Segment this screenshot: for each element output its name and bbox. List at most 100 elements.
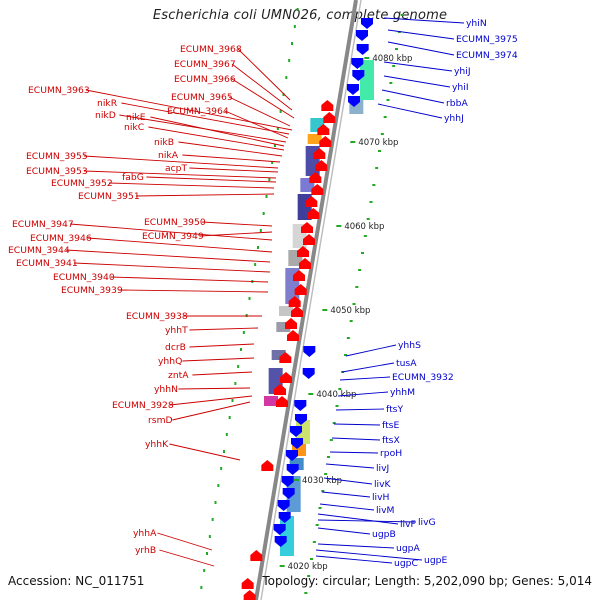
- leader-line-left: [182, 154, 281, 163]
- leader-line-right: [339, 376, 391, 381]
- leader-line-left: [118, 289, 269, 293]
- leader-line-right: [325, 463, 375, 469]
- leader-line-left: [178, 387, 251, 390]
- feature-box: [360, 60, 374, 100]
- gene-label-left: nikE: [126, 112, 146, 123]
- leader-line-left: [192, 371, 253, 376]
- gene-label-left: yhhA: [133, 528, 157, 539]
- gc-dot-right: [366, 218, 370, 220]
- gc-dot-left: [257, 246, 259, 249]
- gc-dot-left: [271, 161, 274, 164]
- forward-gene-arrow: [243, 590, 256, 600]
- scale-tick: [336, 225, 342, 227]
- gene-label-right: ftsE: [382, 420, 399, 431]
- leader-line-left: [65, 249, 271, 263]
- gene-label-right: yhhM: [390, 387, 415, 398]
- gene-label-left: nikA: [158, 150, 179, 161]
- leader-line-right: [335, 408, 385, 411]
- leader-line-left: [224, 110, 289, 139]
- gene-label-left: ECUMN_3968: [180, 44, 242, 55]
- accession-text: Accession: NC_011751: [8, 574, 145, 588]
- gene-label-left: yhhK: [145, 439, 169, 450]
- leader-line-right: [315, 555, 393, 564]
- gc-dot-right: [386, 99, 390, 101]
- leader-line-left: [228, 96, 291, 127]
- gc-dot-right: [397, 31, 401, 33]
- forward-gene-arrow: [299, 258, 311, 269]
- leader-line-left: [121, 102, 290, 135]
- gene-label-left: ECUMN_3950: [144, 217, 206, 228]
- gene-label-right: ugpB: [372, 529, 396, 540]
- gc-dot-right: [338, 388, 342, 390]
- leader-line-right: [381, 89, 445, 104]
- scale-tick: [322, 309, 328, 311]
- gc-dot-left: [245, 314, 248, 317]
- gene-label-left: yhhN: [154, 384, 178, 395]
- forward-gene-arrow: [307, 208, 320, 219]
- gene-label-right: livM: [376, 505, 395, 516]
- forward-gene-arrow: [305, 196, 318, 207]
- gene-label-right: tusA: [396, 358, 417, 369]
- gc-dot-right: [315, 524, 319, 526]
- reverse-gene-arrow: [351, 58, 364, 69]
- gc-dot-left: [228, 416, 231, 419]
- reverse-gene-arrow: [303, 346, 316, 357]
- gc-dot-left: [242, 331, 245, 334]
- feature-box: [264, 396, 278, 406]
- gc-dot-right: [307, 575, 311, 577]
- gc-dot-right: [355, 286, 359, 288]
- reverse-gene-arrow: [295, 414, 307, 425]
- reverse-gene-arrow: [282, 488, 295, 499]
- leader-line-left: [189, 343, 255, 348]
- leader-line-left: [83, 170, 277, 179]
- scale-label: 4040 kbp: [316, 390, 356, 400]
- leader-line-right: [383, 75, 451, 88]
- scale-label: 4080 kbp: [372, 54, 412, 64]
- gc-dot-left: [279, 110, 282, 113]
- gc-dot-left: [223, 450, 225, 453]
- leader-line-right: [387, 29, 455, 40]
- reverse-gene-arrow: [347, 84, 359, 95]
- gc-dot-left: [240, 348, 242, 351]
- gene-label-left: ECUMN_3944: [8, 245, 70, 256]
- reverse-gene-arrow: [286, 464, 299, 475]
- forward-gene-arrow: [280, 372, 292, 383]
- reverse-gene-arrow: [274, 536, 287, 547]
- leader-line-right: [383, 61, 453, 72]
- scale-tick: [294, 479, 299, 481]
- gene-label-left: ECUMN_3928: [112, 400, 174, 411]
- forward-gene-arrow: [317, 124, 330, 135]
- gc-dot-right: [327, 456, 330, 458]
- gc-dot-left: [234, 382, 237, 385]
- gc-dot-right: [312, 541, 316, 543]
- gene-label-left: ECUMN_3952: [51, 178, 113, 189]
- gene-label-left: nikB: [154, 137, 174, 148]
- gc-dot-right: [358, 269, 362, 271]
- gene-label-right: yhiN: [466, 18, 487, 29]
- reverse-gene-arrow: [273, 524, 286, 535]
- leader-line-right: [333, 423, 381, 426]
- leader-line-left: [135, 193, 275, 197]
- reverse-gene-arrow: [277, 500, 290, 511]
- scale-tick: [308, 393, 314, 395]
- forward-gene-arrow: [276, 396, 288, 407]
- gc-dot-left: [206, 552, 208, 555]
- leader-line-right: [345, 344, 397, 357]
- forward-gene-arrow: [287, 330, 299, 341]
- leader-line-right: [321, 491, 371, 498]
- gene-label-left: yhhT: [165, 325, 188, 336]
- topology-text: Topology: circular; Length: 5,202,090 bp…: [262, 574, 592, 588]
- gene-label-right: livF: [400, 519, 416, 530]
- gc-dot-right: [395, 48, 398, 50]
- gc-dot-right: [349, 320, 353, 322]
- gene-label-right: yhiI: [452, 82, 469, 93]
- reverse-gene-arrow: [348, 96, 360, 107]
- gc-dot-right: [344, 354, 347, 356]
- gene-label-right: rpoH: [380, 448, 402, 459]
- forward-gene-arrow: [241, 578, 254, 589]
- scale-ticks: 4080 kbp 4070 kbp 4060 kbp 4050 kbp 4040 kbp…: [279, 54, 412, 572]
- reverse-gene-arrow: [294, 400, 307, 411]
- scale-tick: [364, 57, 370, 59]
- gc-dot-right: [363, 235, 367, 237]
- gc-dot-right: [352, 303, 356, 305]
